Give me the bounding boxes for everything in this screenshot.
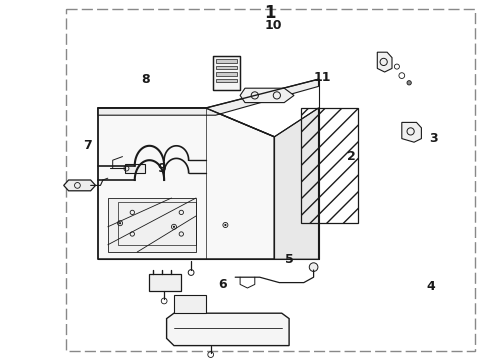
Text: 3: 3 [429,132,438,145]
Bar [301,108,358,223]
Text: 6: 6 [219,278,227,291]
Bar [125,164,145,173]
Text: 8: 8 [142,73,150,86]
Bar [216,66,237,69]
Polygon shape [240,88,294,103]
Polygon shape [98,108,274,259]
Bar [149,274,181,291]
Text: 11: 11 [314,71,331,84]
Bar [216,59,237,63]
Circle shape [224,224,226,226]
Circle shape [309,263,318,271]
Bar [216,72,237,76]
Text: 2: 2 [347,150,356,163]
Text: 9: 9 [157,162,166,175]
Text: 4: 4 [427,280,436,293]
Bar [174,295,206,313]
Circle shape [119,222,121,224]
Text: 7: 7 [83,139,92,152]
Polygon shape [98,79,318,115]
Text: 5: 5 [285,253,294,266]
Text: 1: 1 [264,4,275,22]
Polygon shape [402,122,421,142]
Polygon shape [108,198,196,252]
Polygon shape [377,52,392,72]
Circle shape [407,81,411,85]
Bar [213,56,240,90]
Circle shape [173,226,175,228]
Polygon shape [64,180,96,191]
Polygon shape [167,313,289,346]
Bar [216,79,237,82]
Text: 10: 10 [265,19,282,32]
Bar [66,9,475,351]
Polygon shape [274,108,318,259]
